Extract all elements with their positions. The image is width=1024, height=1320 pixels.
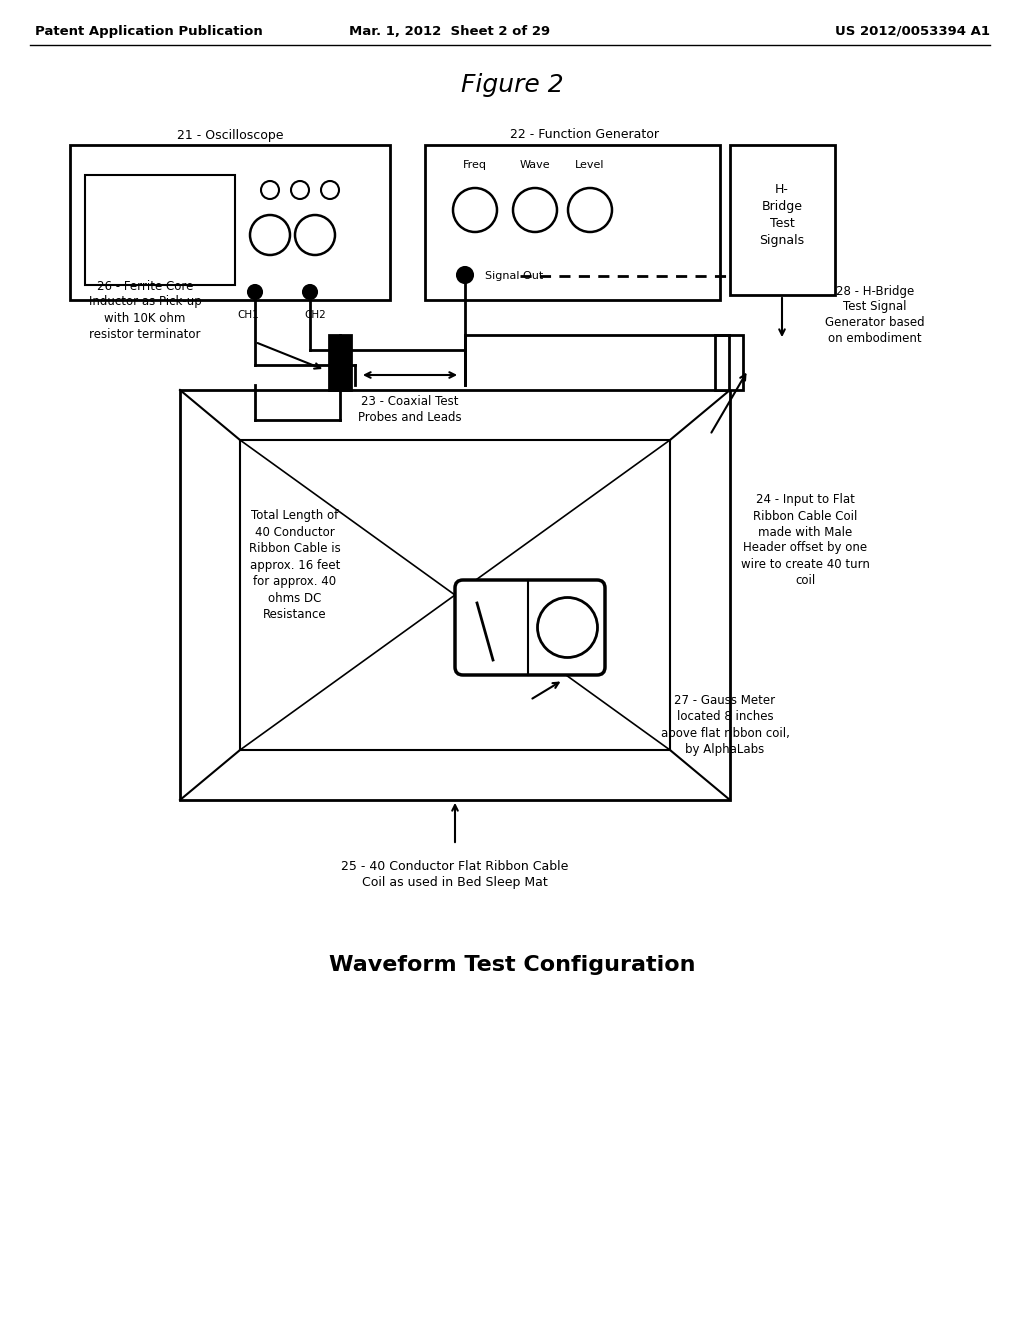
Circle shape — [295, 215, 335, 255]
Text: 27 - Gauss Meter
located 8 inches
above flat ribbon coil,
by AlphaLabs: 27 - Gauss Meter located 8 inches above … — [660, 694, 790, 755]
Text: Mar. 1, 2012  Sheet 2 of 29: Mar. 1, 2012 Sheet 2 of 29 — [349, 25, 551, 38]
Circle shape — [250, 215, 290, 255]
Bar — [240, 440, 670, 750]
Bar — [715, 335, 743, 389]
Text: Signal Out: Signal Out — [485, 271, 544, 281]
Text: US 2012/0053394 A1: US 2012/0053394 A1 — [835, 25, 990, 38]
Text: Waveform Test Configuration: Waveform Test Configuration — [329, 954, 695, 975]
Text: 24 - Input to Flat
Ribbon Cable Coil
made with Male
Header offset by one
wire to: 24 - Input to Flat Ribbon Cable Coil mad… — [740, 494, 869, 586]
Text: Figure 2: Figure 2 — [461, 73, 563, 96]
Circle shape — [457, 267, 473, 282]
Text: CH2: CH2 — [304, 310, 326, 319]
Text: 21 - Oscilloscope: 21 - Oscilloscope — [177, 128, 284, 141]
Text: Patent Application Publication: Patent Application Publication — [35, 25, 263, 38]
Circle shape — [513, 187, 557, 232]
Circle shape — [248, 285, 262, 300]
Circle shape — [568, 187, 612, 232]
Text: Freq: Freq — [463, 160, 487, 170]
Circle shape — [303, 285, 317, 300]
Text: 26 - Ferrite Core
Inductor as Pick-up
with 10K ohm
resistor terminator: 26 - Ferrite Core Inductor as Pick-up wi… — [89, 280, 202, 341]
Text: 23 - Coaxial Test
Probes and Leads: 23 - Coaxial Test Probes and Leads — [358, 395, 462, 424]
Circle shape — [453, 187, 497, 232]
Text: Wave: Wave — [520, 160, 550, 170]
Bar — [730, 145, 835, 294]
Bar — [425, 145, 720, 300]
Circle shape — [321, 181, 339, 199]
Text: Total Length of
40 Conductor
Ribbon Cable is
approx. 16 feet
for approx. 40
ohms: Total Length of 40 Conductor Ribbon Cabl… — [249, 510, 341, 620]
Circle shape — [261, 181, 279, 199]
Text: CH1: CH1 — [238, 310, 259, 319]
Circle shape — [538, 598, 597, 657]
Bar — [85, 176, 234, 285]
Text: 22 - Function Generator: 22 - Function Generator — [511, 128, 659, 141]
Bar — [329, 335, 351, 389]
Bar — [70, 145, 390, 300]
Circle shape — [291, 181, 309, 199]
Text: H-
Bridge
Test
Signals: H- Bridge Test Signals — [760, 183, 805, 247]
Text: 28 - H-Bridge
Test Signal
Generator based
on embodiment: 28 - H-Bridge Test Signal Generator base… — [825, 285, 925, 346]
Text: 25 - 40 Conductor Flat Ribbon Cable
Coil as used in Bed Sleep Mat: 25 - 40 Conductor Flat Ribbon Cable Coil… — [341, 861, 568, 888]
Text: Level: Level — [575, 160, 605, 170]
Bar — [180, 389, 730, 800]
FancyBboxPatch shape — [455, 579, 605, 675]
